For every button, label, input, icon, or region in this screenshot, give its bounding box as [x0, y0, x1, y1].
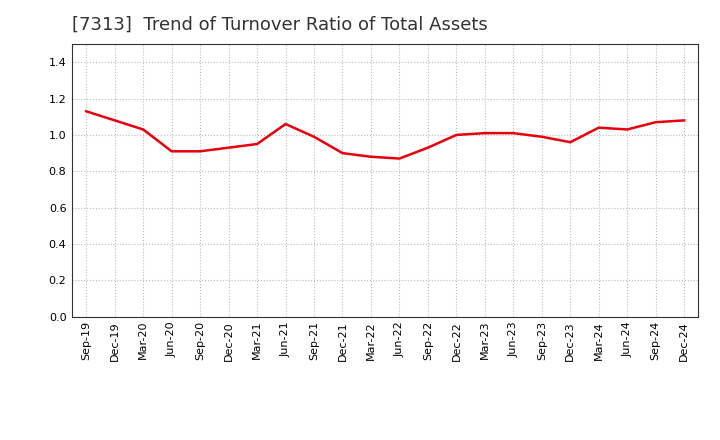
Text: [7313]  Trend of Turnover Ratio of Total Assets: [7313] Trend of Turnover Ratio of Total … — [72, 16, 487, 34]
